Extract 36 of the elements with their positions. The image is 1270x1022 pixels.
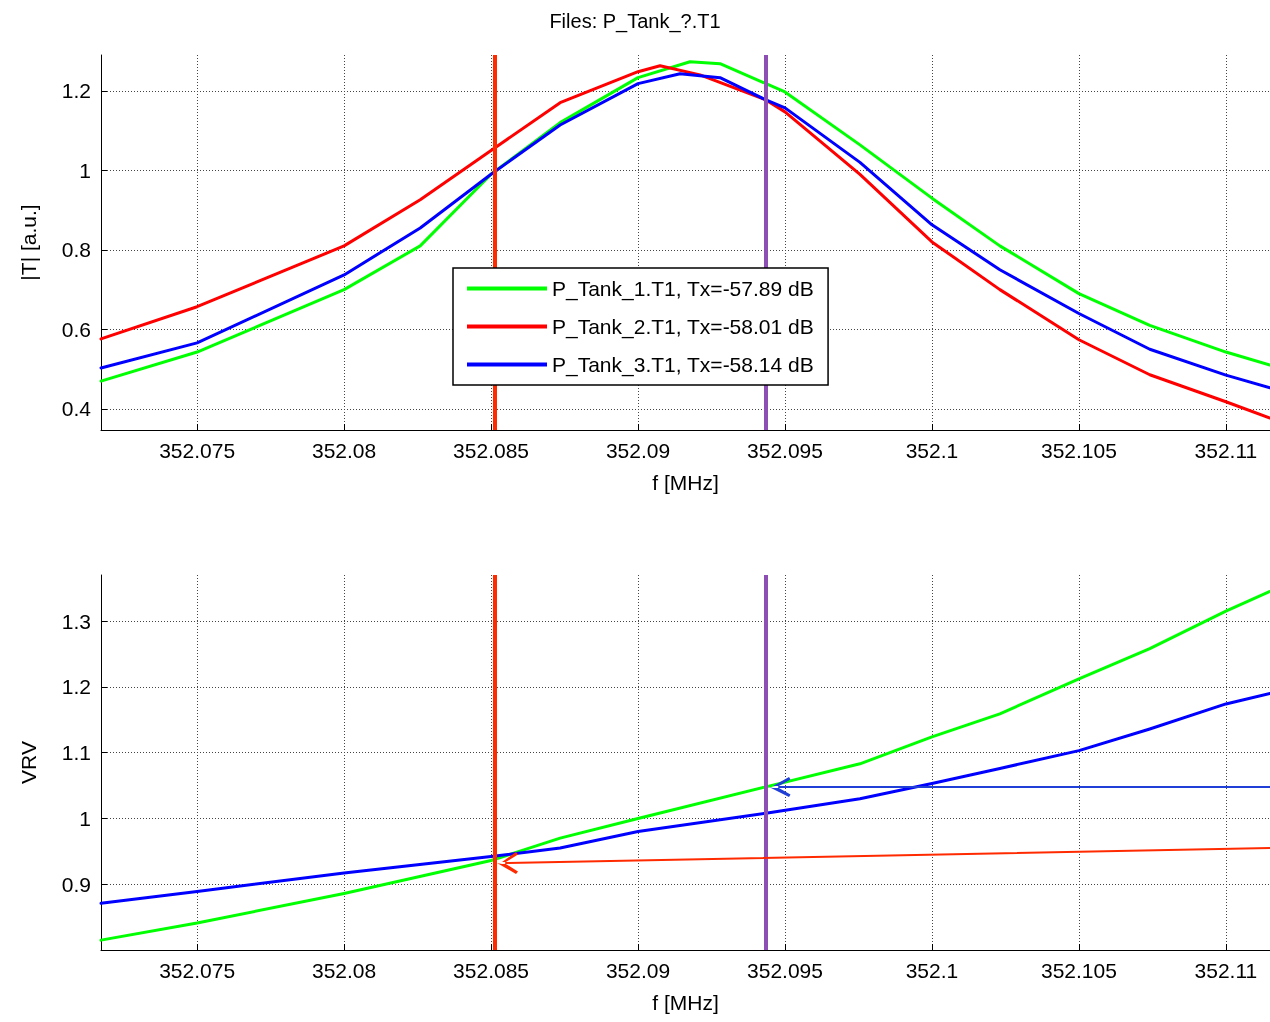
x-tick-label: 352.105 xyxy=(1040,959,1117,982)
legend-label: P_Tank_1.T1, Tx=-57.89 dB xyxy=(552,277,814,301)
y-tick-label: 0.4 xyxy=(61,397,92,421)
y-tick-label: 0.6 xyxy=(61,317,91,341)
line-series xyxy=(99,589,1270,942)
x-tick-label: 352.1 xyxy=(905,439,959,462)
y-axis-title: |T| [a.u.] xyxy=(17,204,40,281)
x-tick-label: 352.085 xyxy=(453,439,530,462)
x-tick-label: 352.105 xyxy=(1040,439,1117,462)
x-tick-label: 352.095 xyxy=(747,439,823,462)
x-tick-label: 352.075 xyxy=(159,959,236,982)
x-tick-label: 352.085 xyxy=(453,959,530,982)
x-tick-label: 352.11 xyxy=(1194,439,1258,462)
x-tick-label: 352.09 xyxy=(605,959,671,982)
y-tick-label: 1.1 xyxy=(61,741,91,765)
y-axis-title: VRV xyxy=(17,741,40,784)
x-tick-label: 352.09 xyxy=(605,439,671,462)
x-tick-label: 352.08 xyxy=(311,959,377,982)
x-tick-label: 352.095 xyxy=(747,959,823,982)
y-tick-label: 0.8 xyxy=(61,238,91,262)
x-axis-title: f [MHz] xyxy=(652,471,719,494)
x-axis-title: f [MHz] xyxy=(652,991,719,1014)
x-tick-label: 352.075 xyxy=(159,439,236,462)
x-tick-label: 352.11 xyxy=(1194,959,1258,982)
legend-label: P_Tank_3.T1, Tx=-58.14 dB xyxy=(552,353,814,377)
y-tick-label: 0.9 xyxy=(61,872,91,896)
y-tick-label: 1 xyxy=(79,158,91,182)
y-tick-label: 1.2 xyxy=(61,675,91,699)
line-series xyxy=(99,691,1270,905)
y-tick-label: 1.3 xyxy=(61,609,91,633)
chart-title: Files: P_Tank_?.T1 xyxy=(549,10,721,33)
x-tick-label: 352.08 xyxy=(311,439,377,462)
y-tick-label: 1 xyxy=(79,806,91,830)
y-tick-label: 1.2 xyxy=(61,79,91,103)
legend-label: P_Tank_2.T1, Tx=-58.01 dB xyxy=(552,315,814,339)
x-tick-label: 352.1 xyxy=(905,959,959,982)
